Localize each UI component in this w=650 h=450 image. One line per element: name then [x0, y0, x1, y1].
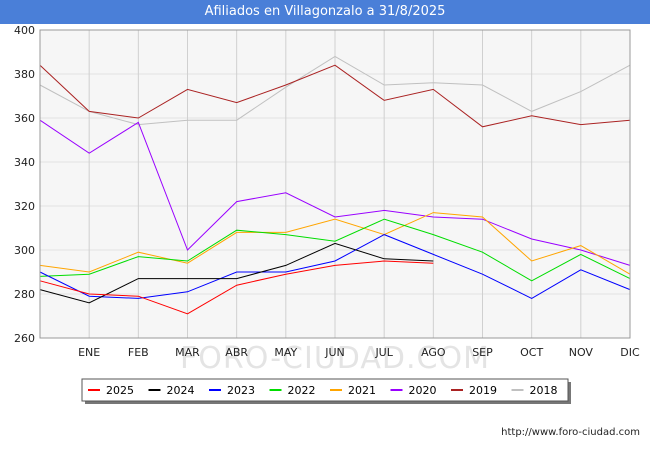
y-tick-label: 320 [14, 200, 35, 213]
x-tick-label: ABR [225, 346, 248, 359]
grid [40, 29, 631, 339]
y-tick-label: 360 [14, 112, 35, 125]
x-tick-label: MAY [274, 346, 297, 359]
series-line-2022 [39, 218, 631, 282]
plot-border [39, 29, 631, 339]
chart-title: Afiliados en Villagonzalo a 31/8/2025 [0, 0, 650, 24]
x-axis: ENE FEB MAR ABR MAY JUN JUL AGO SEP OCT NOV DIC [78, 346, 640, 359]
legend-box [81, 378, 569, 402]
x-tick-label: MAR [175, 346, 200, 359]
x-tick-label: JUN [324, 346, 345, 359]
series-line-2018 [39, 55, 631, 126]
source-link[interactable]: http://www.foro-ciudad.com [501, 427, 640, 438]
watermark: FORO-CIUDAD.COM [180, 341, 490, 376]
x-tick-label: DIC [620, 346, 640, 359]
x-tick-label: OCT [520, 346, 543, 359]
series-line-2021 [39, 212, 631, 275]
legend-label-2020: 2020 [409, 384, 437, 397]
x-tick-label: FEB [128, 346, 149, 359]
legend-label-2025: 2025 [106, 384, 134, 397]
legend-label-2024: 2024 [167, 384, 195, 397]
series-line-2019 [39, 64, 631, 128]
legend-label-2018: 2018 [530, 384, 558, 397]
y-tick-label: 400 [14, 24, 35, 37]
y-tick-label: 300 [14, 244, 35, 257]
series-layer [39, 55, 631, 315]
x-tick-label: NOV [569, 346, 594, 359]
legend-label-2023: 2023 [227, 384, 255, 397]
y-axis: 260 280 300 320 340 360 380 400 [14, 24, 35, 345]
legend-label-2022: 2022 [288, 384, 316, 397]
legend: 2025 2024 2023 2022 2021 2020 2019 2018 [81, 378, 571, 404]
y-tick-label: 260 [14, 332, 35, 345]
y-tick-label: 280 [14, 288, 35, 301]
legend-label-2021: 2021 [348, 384, 376, 397]
x-tick-label: SEP [472, 346, 493, 359]
x-tick-label: ENE [78, 346, 100, 359]
series-line-2025 [39, 260, 434, 315]
y-tick-label: 380 [14, 68, 35, 81]
y-tick-label: 340 [14, 156, 35, 169]
x-tick-label: AGO [421, 346, 446, 359]
series-line-2023 [39, 234, 631, 299]
series-line-2020 [39, 119, 631, 266]
x-tick-label: JUL [374, 346, 393, 359]
legend-label-2019: 2019 [469, 384, 497, 397]
